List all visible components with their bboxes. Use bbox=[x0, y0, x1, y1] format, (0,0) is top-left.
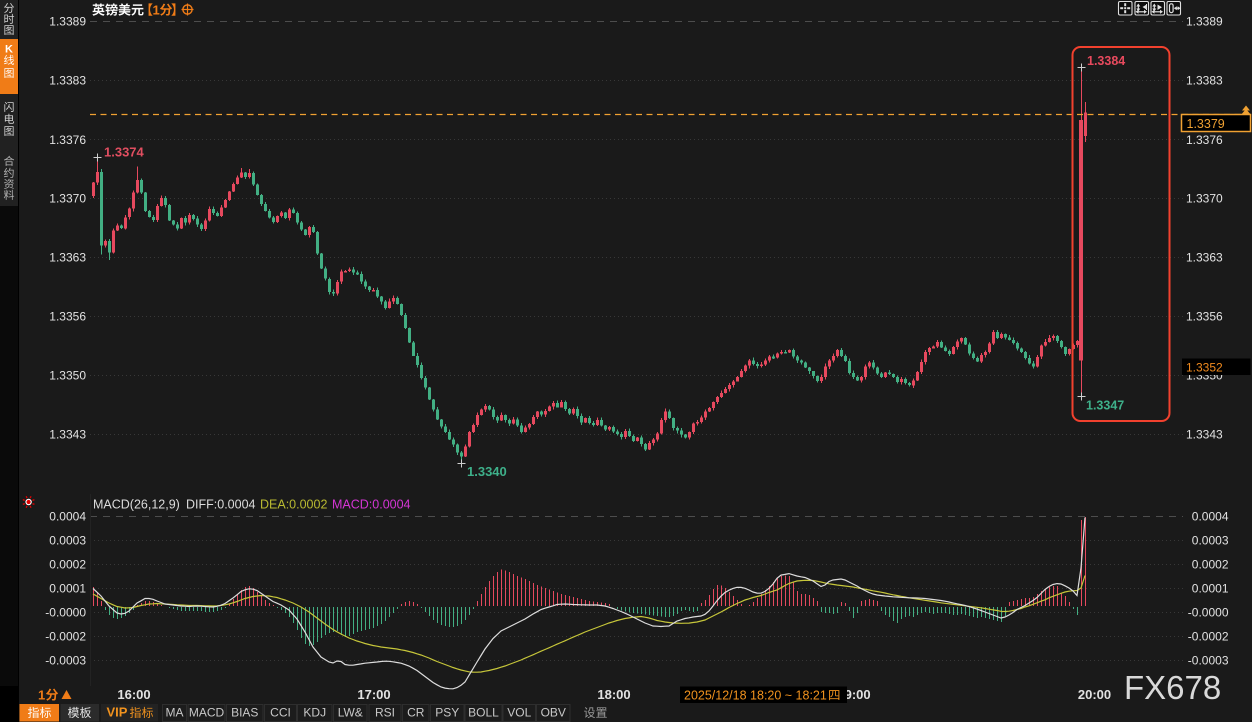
svg-text:1.3376: 1.3376 bbox=[1186, 133, 1223, 147]
svg-text:LW&: LW& bbox=[338, 706, 363, 720]
svg-text:MACD:0.0004: MACD:0.0004 bbox=[332, 498, 411, 512]
svg-text:1.3383: 1.3383 bbox=[1186, 74, 1223, 88]
svg-text:BIAS: BIAS bbox=[231, 706, 258, 720]
svg-text:-0.0002: -0.0002 bbox=[45, 630, 86, 644]
svg-text:17:00: 17:00 bbox=[357, 687, 390, 702]
svg-text:0.0002: 0.0002 bbox=[1192, 558, 1229, 572]
svg-text:FX678: FX678 bbox=[1124, 669, 1221, 706]
svg-text:1.3370: 1.3370 bbox=[1186, 192, 1223, 206]
svg-text:1.3383: 1.3383 bbox=[49, 74, 86, 88]
svg-text:-0.0002: -0.0002 bbox=[1188, 630, 1229, 644]
svg-text:1.3389: 1.3389 bbox=[49, 15, 86, 29]
svg-text:0.0001: 0.0001 bbox=[1192, 582, 1229, 596]
svg-text:MACD: MACD bbox=[189, 706, 225, 720]
svg-text:1.3379: 1.3379 bbox=[1187, 117, 1225, 131]
svg-text:1.3389: 1.3389 bbox=[1186, 15, 1223, 29]
svg-text:1.3363: 1.3363 bbox=[1186, 251, 1223, 265]
svg-text:K: K bbox=[5, 44, 13, 56]
svg-text:-0.0000: -0.0000 bbox=[1188, 606, 1229, 620]
svg-text:DEA:0.0002: DEA:0.0002 bbox=[260, 498, 327, 512]
svg-text:0.0001: 0.0001 bbox=[49, 582, 86, 596]
svg-text:0.0004: 0.0004 bbox=[49, 510, 86, 524]
svg-text:0.0002: 0.0002 bbox=[49, 558, 86, 572]
svg-text:VIP: VIP bbox=[107, 705, 128, 720]
svg-text:1.3384: 1.3384 bbox=[1087, 54, 1125, 68]
svg-text:BOLL: BOLL bbox=[468, 706, 499, 720]
svg-text:1: 1 bbox=[38, 688, 45, 703]
svg-text:1.3352: 1.3352 bbox=[1186, 361, 1223, 375]
svg-text:VOL: VOL bbox=[507, 706, 531, 720]
svg-text:CCI: CCI bbox=[270, 706, 291, 720]
svg-text:1.3370: 1.3370 bbox=[49, 192, 86, 206]
svg-text:PSY: PSY bbox=[435, 706, 459, 720]
svg-text:0.0003: 0.0003 bbox=[49, 534, 86, 548]
svg-text:1.3374: 1.3374 bbox=[104, 145, 145, 160]
svg-text:CR: CR bbox=[407, 706, 425, 720]
svg-text:1.3347: 1.3347 bbox=[1086, 399, 1124, 413]
svg-text:1.3340: 1.3340 bbox=[467, 464, 507, 479]
svg-text:1.3343: 1.3343 bbox=[49, 428, 86, 442]
svg-text:1.3350: 1.3350 bbox=[49, 369, 86, 383]
svg-text:1.3356: 1.3356 bbox=[1186, 310, 1223, 324]
svg-text:1.3356: 1.3356 bbox=[49, 310, 86, 324]
svg-text:KDJ: KDJ bbox=[303, 706, 326, 720]
svg-text:MACD(26,12,9): MACD(26,12,9) bbox=[93, 498, 180, 512]
svg-text:1.3376: 1.3376 bbox=[49, 133, 86, 147]
svg-text:OBV: OBV bbox=[541, 706, 566, 720]
svg-text:0.0003: 0.0003 bbox=[1192, 534, 1229, 548]
svg-text:1.3363: 1.3363 bbox=[49, 251, 86, 265]
svg-text:18:00: 18:00 bbox=[597, 687, 630, 702]
svg-text:1.3343: 1.3343 bbox=[1186, 428, 1223, 442]
svg-text:DIFF:0.0004: DIFF:0.0004 bbox=[186, 498, 256, 512]
svg-text:1: 1 bbox=[153, 3, 160, 18]
svg-text:0.0004: 0.0004 bbox=[1192, 510, 1229, 524]
svg-text:-0.0003: -0.0003 bbox=[45, 654, 86, 668]
svg-text:2025/12/18 18:20 ~ 18:21: 2025/12/18 18:20 ~ 18:21 bbox=[684, 689, 827, 703]
svg-text:20:00: 20:00 bbox=[1078, 687, 1111, 702]
svg-text:-0.0003: -0.0003 bbox=[1188, 654, 1229, 668]
svg-text:MA: MA bbox=[166, 706, 184, 720]
svg-text:RSI: RSI bbox=[375, 706, 395, 720]
svg-text:-0.0000: -0.0000 bbox=[45, 606, 86, 620]
svg-text:16:00: 16:00 bbox=[117, 687, 150, 702]
